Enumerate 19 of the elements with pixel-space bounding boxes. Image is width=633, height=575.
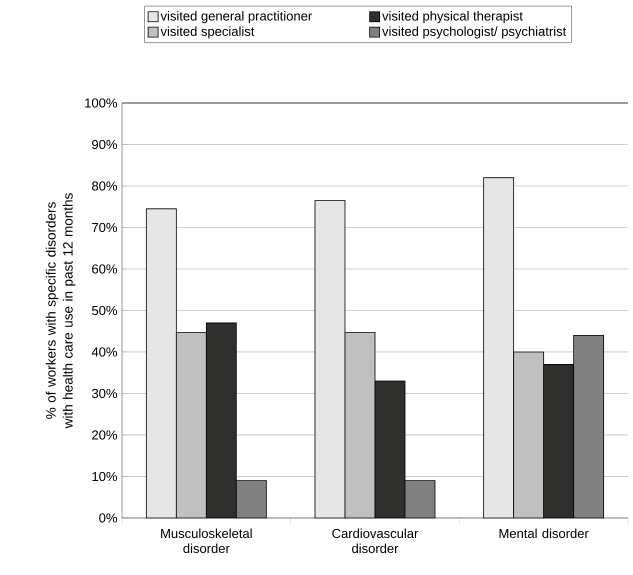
y-tick-label: 70% [92, 222, 118, 232]
y-tick-label: 0% [99, 513, 118, 523]
y-tick-label: 90% [92, 140, 118, 150]
legend-label: visited general practitioner [160, 11, 312, 24]
x-tick-label: Cardiovascular disorder [332, 528, 418, 554]
y-tick-label: 30% [92, 388, 118, 398]
x-tick-label: Musculoskeletal disorder [161, 528, 252, 554]
y-tick-label: 80% [92, 181, 118, 191]
legend-label: visited psychologist/ psychiatrist [382, 26, 566, 39]
legend-label: visited specialist [160, 26, 254, 39]
y-axis-title: % of workers with specific disorders with health care use in past 12 months [46, 193, 76, 428]
y-tick-label: 50% [92, 306, 118, 316]
y-tick-label: 20% [92, 430, 118, 440]
y-tick-label: 100% [85, 98, 118, 108]
y-tick-label: 10% [92, 472, 118, 482]
y-tick-label: 40% [92, 347, 118, 357]
y-tick-label: 60% [92, 264, 118, 274]
x-tick-label: Mental disorder [500, 528, 589, 538]
legend-label: visited physical therapist [382, 11, 523, 24]
